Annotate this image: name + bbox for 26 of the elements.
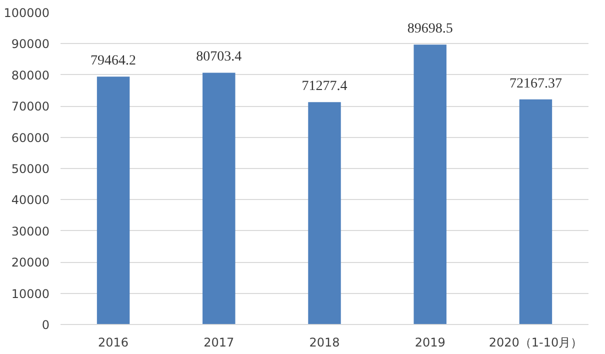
y-tick-label: 60000 (11, 130, 50, 145)
bar (519, 99, 552, 324)
y-tick-label: 70000 (11, 100, 50, 114)
data-label: 72167.37 (509, 76, 562, 92)
bar (308, 102, 341, 324)
y-tick-label: 80000 (11, 68, 50, 82)
data-label: 79464.2 (90, 54, 136, 69)
y-tick-label: 50000 (11, 162, 50, 176)
y-tick-label: 90000 (11, 37, 50, 52)
y-tick-label: 10000 (11, 286, 50, 301)
x-tick-label: 2018 (309, 336, 340, 350)
x-tick-label: 2020（1-10月） (488, 336, 583, 350)
y-tick-label: 100000 (4, 6, 50, 20)
y-tick-label: 0 (42, 318, 50, 332)
y-tick-label: 30000 (11, 224, 50, 238)
bar (414, 44, 446, 324)
y-tick-label: 20000 (11, 256, 50, 270)
x-tick-label: 2016 (98, 336, 129, 350)
data-label: 80703.4 (196, 50, 242, 65)
bar (96, 76, 130, 324)
x-tick-label: 2017 (204, 336, 234, 350)
bar (202, 72, 236, 324)
y-tick-label: 40000 (11, 193, 50, 208)
data-label: 71277.4 (302, 79, 348, 94)
x-tick-label: 2019 (414, 336, 446, 350)
data-label: 89698.5 (407, 22, 453, 37)
